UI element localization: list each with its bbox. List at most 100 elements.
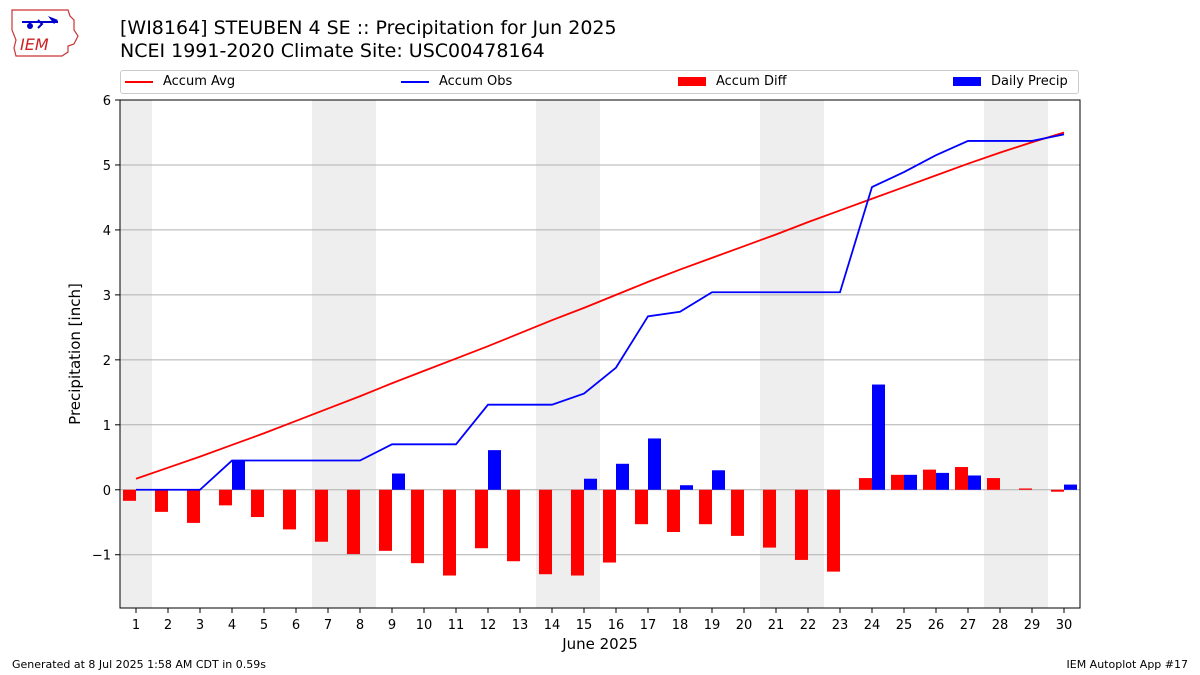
x-tick-label: 25 xyxy=(896,618,913,633)
legend-label: Daily Precip xyxy=(991,74,1068,89)
accum-diff-bar xyxy=(123,489,136,501)
footer-generated: Generated at 8 Jul 2025 1:58 AM CDT in 0… xyxy=(12,658,266,671)
accum-diff-bar xyxy=(379,489,392,551)
x-tick-label: 4 xyxy=(228,618,236,633)
x-tick-label: 7 xyxy=(324,618,332,633)
accum-diff-bar xyxy=(411,489,424,564)
x-tick-label: 8 xyxy=(356,618,364,633)
accum-diff-bar xyxy=(603,489,616,563)
accum-diff-bar xyxy=(923,469,936,490)
daily-precip-bar xyxy=(968,475,981,490)
x-tick-label: 6 xyxy=(292,618,300,633)
x-tick-label: 22 xyxy=(800,618,817,633)
x-tick-label: 13 xyxy=(512,618,529,633)
y-tick-label: 0 xyxy=(103,484,111,499)
logo-text: IEM xyxy=(20,35,49,54)
legend-swatch xyxy=(401,80,429,83)
accum-diff-bar xyxy=(315,489,328,542)
y-tick-label: 2 xyxy=(103,354,111,369)
legend-item-accum-diff: Accum Diff xyxy=(678,74,787,92)
x-tick-label: 30 xyxy=(1056,618,1073,633)
accum-diff-bar xyxy=(251,489,264,518)
x-tick-label: 17 xyxy=(640,618,657,633)
accum-diff-bar xyxy=(155,489,168,512)
accum-diff-bar xyxy=(635,489,648,525)
accum-diff-bar xyxy=(219,489,232,506)
x-tick-label: 5 xyxy=(260,618,268,633)
daily-precip-bar xyxy=(1064,484,1077,490)
x-tick-label: 29 xyxy=(1024,618,1041,633)
footer-app: IEM Autoplot App #17 xyxy=(1066,658,1189,671)
x-tick-label: 21 xyxy=(768,618,785,633)
x-tick-label: 10 xyxy=(416,618,433,633)
legend-label: Accum Diff xyxy=(716,74,787,89)
x-tick-label: 9 xyxy=(388,618,396,633)
accum-diff-bar xyxy=(795,489,808,560)
y-tick-label: 4 xyxy=(103,224,111,239)
x-tick-label: 24 xyxy=(864,618,881,633)
daily-precip-bar xyxy=(680,485,693,490)
legend-item-accum-obs: Accum Obs xyxy=(401,74,512,92)
chart-subtitle: NCEI 1991-2020 Climate Site: USC00478164 xyxy=(120,40,545,62)
legend-item-daily-precip: Daily Precip xyxy=(953,74,1068,92)
legend-swatch xyxy=(678,77,706,86)
accum-obs-line xyxy=(136,133,1065,491)
y-tick-label: 3 xyxy=(103,289,111,304)
x-tick-label: 28 xyxy=(992,618,1009,633)
legend-swatch xyxy=(125,80,153,83)
accum-diff-bar xyxy=(859,478,872,490)
legend-swatch xyxy=(953,77,981,86)
accum-diff-bar xyxy=(955,467,968,490)
accum-diff-bar xyxy=(507,489,520,562)
weekend-shade xyxy=(120,100,152,608)
x-tick-label: 18 xyxy=(672,618,689,633)
accum-avg-line xyxy=(135,131,1065,480)
accum-diff-bar xyxy=(731,489,744,536)
accum-diff-bar xyxy=(539,489,552,575)
x-tick-label: 19 xyxy=(704,618,721,633)
daily-precip-bar xyxy=(232,460,245,490)
x-tick-label: 2 xyxy=(164,618,172,633)
x-tick-label: 27 xyxy=(960,618,977,633)
daily-precip-bar xyxy=(616,463,629,490)
daily-precip-bar xyxy=(392,473,405,490)
daily-precip-bar xyxy=(648,438,661,490)
daily-precip-bar xyxy=(488,450,501,490)
accum-diff-bar xyxy=(571,489,584,576)
accum-diff-bar xyxy=(891,474,904,490)
weekend-shade xyxy=(1016,100,1048,608)
accum-diff-bar xyxy=(667,489,680,532)
accum-diff-bar xyxy=(443,489,456,576)
legend-label: Accum Avg xyxy=(163,74,236,89)
x-tick-label: 15 xyxy=(576,618,593,633)
daily-precip-bar xyxy=(712,470,725,490)
x-tick-label: 26 xyxy=(928,618,945,633)
daily-precip-bar xyxy=(904,474,917,490)
y-tick-label: 1 xyxy=(103,419,111,434)
x-tick-label: 23 xyxy=(832,618,849,633)
y-axis-label: Precipitation [inch] xyxy=(66,283,84,425)
daily-precip-bar xyxy=(584,478,597,490)
accum-diff-bar xyxy=(987,478,1000,490)
accum-diff-bar xyxy=(347,489,360,555)
daily-precip-bar xyxy=(872,384,885,490)
legend: Accum Avg Accum Obs Accum Diff Daily Pre… xyxy=(120,70,1079,94)
legend-item-accum-avg: Accum Avg xyxy=(125,74,235,92)
accum-diff-bar xyxy=(1019,488,1032,490)
legend-label: Accum Obs xyxy=(439,74,513,89)
accum-diff-bar xyxy=(763,489,776,548)
x-tick-label: 14 xyxy=(544,618,561,633)
y-tick-label: −1 xyxy=(92,549,111,564)
iem-logo: IEM xyxy=(8,6,80,60)
x-tick-label: 1 xyxy=(132,618,140,633)
x-tick-label: 11 xyxy=(448,618,465,633)
chart-title: [WI8164] STEUBEN 4 SE :: Precipitation f… xyxy=(120,17,617,39)
daily-precip-bar xyxy=(936,472,949,490)
accum-diff-bar xyxy=(827,489,840,572)
x-tick-label: 16 xyxy=(608,618,625,633)
y-tick-label: 5 xyxy=(103,159,111,174)
plot-frame xyxy=(119,99,1081,609)
accum-diff-bar xyxy=(475,489,488,549)
accum-diff-bar xyxy=(187,489,200,523)
